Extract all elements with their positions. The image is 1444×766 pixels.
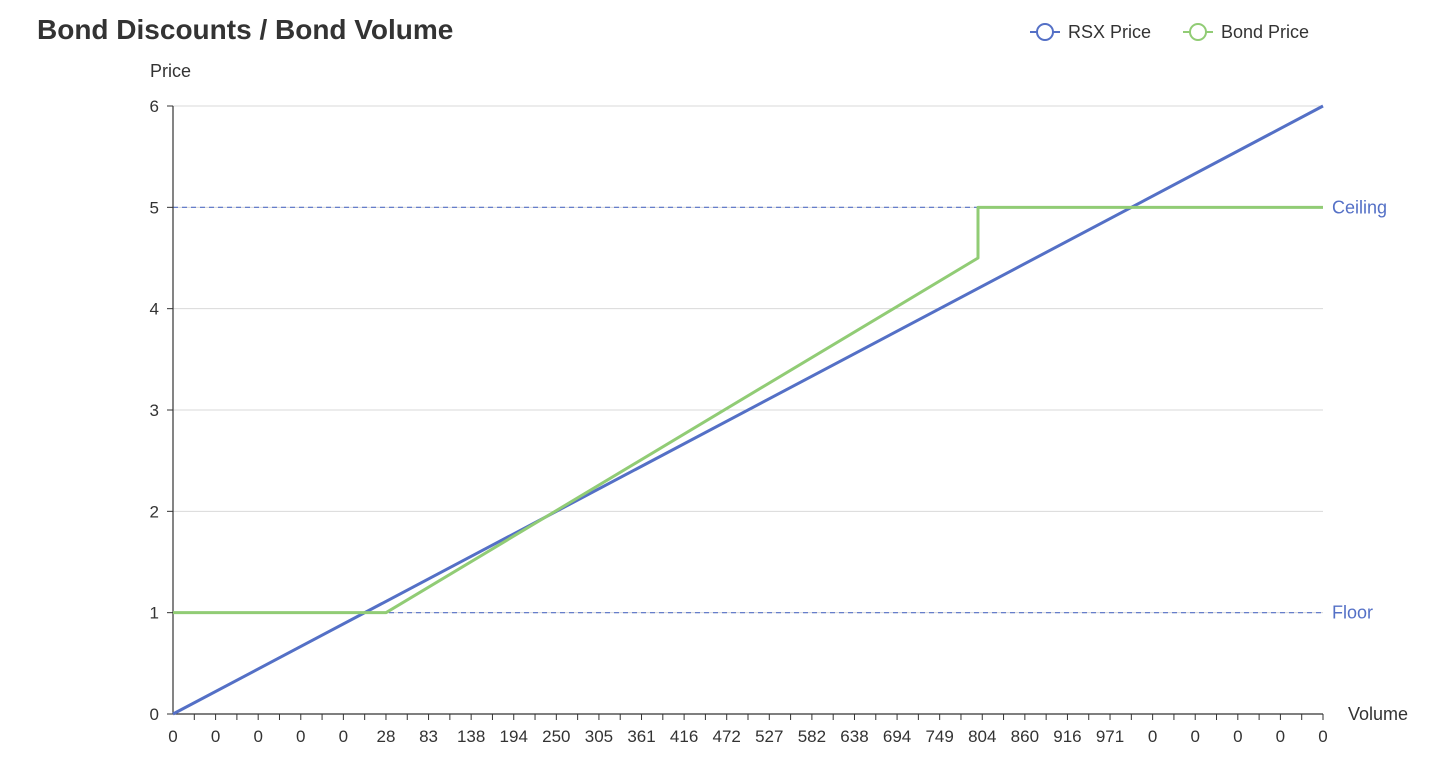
x-tick-label: 0 (1276, 727, 1285, 746)
x-tick-label: 416 (670, 727, 698, 746)
series-lines (172, 104, 1324, 716)
y-tick-label: 2 (150, 502, 159, 521)
x-tick-label: 361 (627, 727, 655, 746)
x-tick-label: 638 (840, 727, 868, 746)
chart-title: Bond Discounts / Bond Volume (37, 14, 454, 45)
legend-circle-icon (1189, 23, 1207, 41)
y-tick-label: 1 (150, 604, 159, 623)
x-axis-title: Volume (1348, 704, 1408, 724)
grid-lines (173, 105, 1323, 614)
x-tick-label: 804 (968, 727, 996, 746)
y-tick-label: 4 (150, 300, 159, 319)
x-tick-label: 0 (1148, 727, 1157, 746)
y-tick-label: 3 (150, 401, 159, 420)
x-tick-label: 0 (211, 727, 220, 746)
x-tick-label: 916 (1053, 727, 1081, 746)
x-tick-label: 305 (585, 727, 613, 746)
x-tick-label: 0 (1233, 727, 1242, 746)
x-tick-label: 0 (339, 727, 348, 746)
mark-label-floor: Floor (1332, 603, 1373, 623)
x-tick-label: 0 (296, 727, 305, 746)
x-tick-label: 138 (457, 727, 485, 746)
x-tick-label: 250 (542, 727, 570, 746)
x-tick-label: 472 (713, 727, 741, 746)
legend-circle-icon (1036, 23, 1054, 41)
x-tick-label: 0 (253, 727, 262, 746)
y-tick-label: 0 (150, 705, 159, 724)
x-tick-label: 28 (377, 727, 396, 746)
y-tick-label: 5 (150, 198, 159, 217)
x-tick-label: 582 (798, 727, 826, 746)
x-tick-label: 0 (168, 727, 177, 746)
x-tick-label: 527 (755, 727, 783, 746)
y-tick-label: 6 (150, 97, 159, 116)
x-tick-label: 694 (883, 727, 911, 746)
y-axis-title: Price (150, 61, 191, 81)
legend-item-rsx-price[interactable]: RSX Price (1030, 22, 1151, 42)
legend[interactable]: RSX Price Bond Price (1030, 22, 1309, 42)
mark-label-ceiling: Ceiling (1332, 197, 1387, 217)
x-tick-label: 194 (500, 727, 528, 746)
series-line-bond-price (173, 205, 1323, 615)
x-tick-label: 749 (925, 727, 953, 746)
x-tick-label: 0 (1318, 727, 1327, 746)
x-tick-label: 971 (1096, 727, 1124, 746)
legend-label: Bond Price (1221, 22, 1309, 42)
legend-item-bond-price[interactable]: Bond Price (1183, 22, 1309, 42)
x-tick-label: 83 (419, 727, 438, 746)
x-tick-label: 860 (1011, 727, 1039, 746)
legend-label: RSX Price (1068, 22, 1151, 42)
x-tick-label: 0 (1190, 727, 1199, 746)
